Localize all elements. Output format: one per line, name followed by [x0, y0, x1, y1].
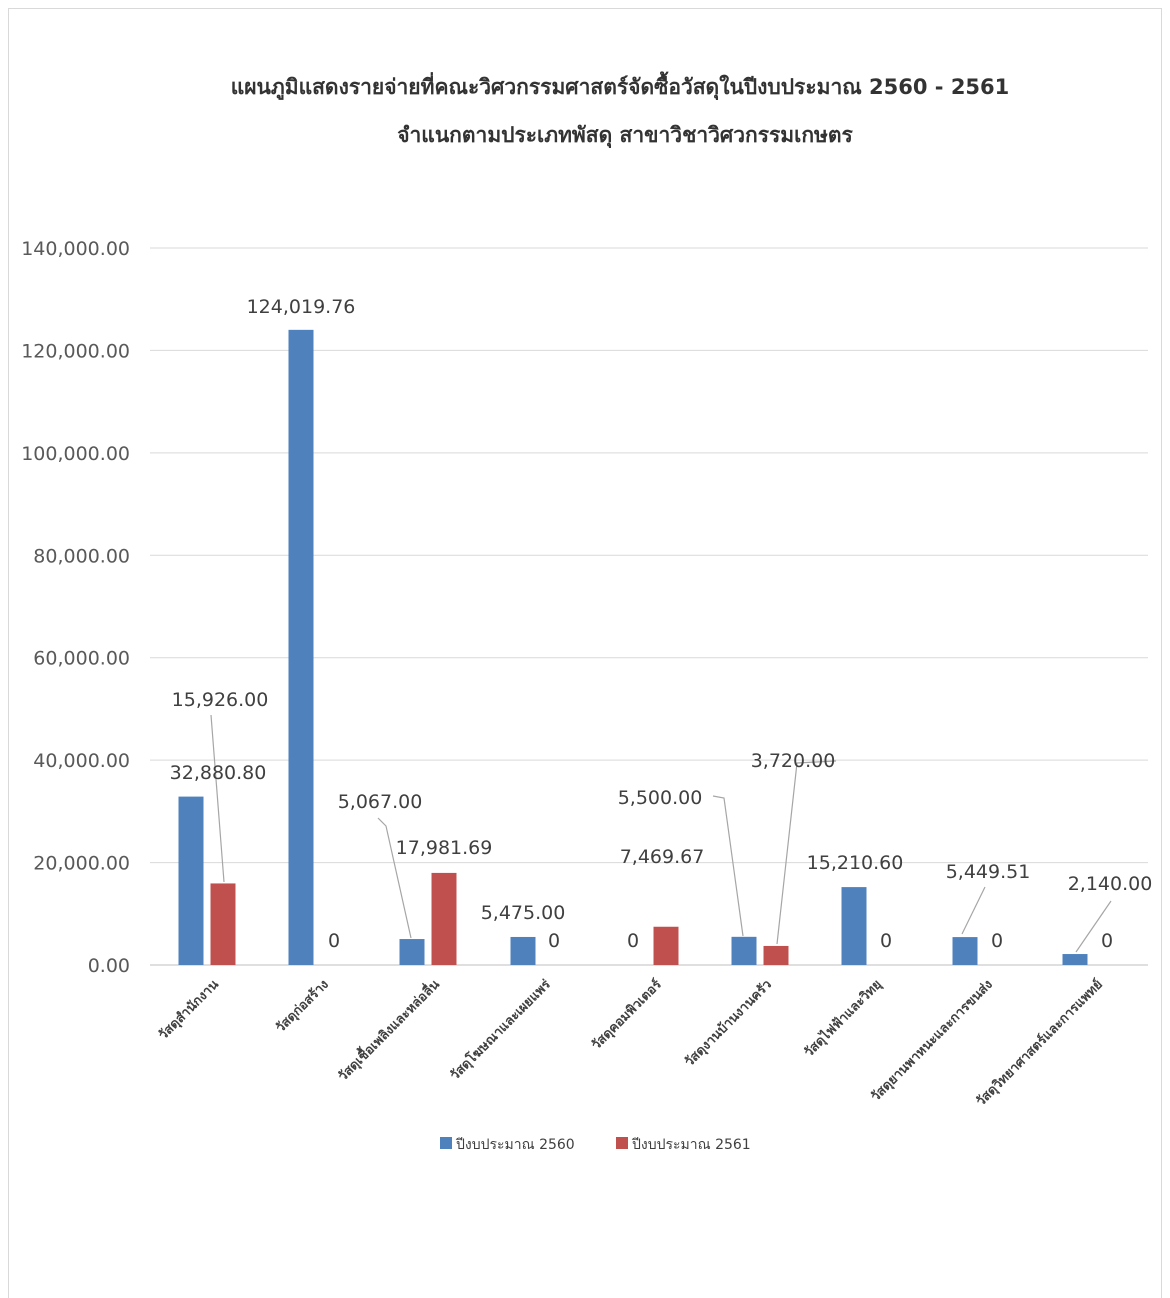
- data-label-2560: 124,019.76: [247, 296, 356, 318]
- data-label-2561: 0: [548, 930, 560, 952]
- legend: ปีงบประมาณ 2560 ปีงบประมาณ 2561: [440, 1137, 751, 1153]
- bar-2560: [288, 329, 314, 965]
- y-tick-label: 60,000.00: [33, 648, 130, 670]
- bar-2560: [841, 887, 867, 965]
- chart-title: แผนภูมิแสดงรายจ่ายที่คณะวิศวกรรมศาสตร์จั…: [231, 71, 1010, 101]
- bar-2561: [653, 926, 679, 965]
- data-label-2561: 15,926.00: [172, 689, 269, 711]
- data-label-2560: 5,449.51: [946, 861, 1031, 883]
- x-tick-label: วัสดุก่อสร้าง: [272, 977, 331, 1036]
- leader-line: [1075, 900, 1112, 953]
- chart-frame: [8, 8, 1162, 1298]
- bar-2560: [510, 936, 536, 965]
- legend-swatch-2560: [440, 1137, 452, 1149]
- gridlines: [150, 247, 1148, 966]
- x-tick-label: วัสดุไฟฟ้าและวิทยุ: [800, 976, 885, 1061]
- legend-label-2561: ปีงบประมาณ 2561: [632, 1137, 751, 1153]
- legend-swatch-2561: [616, 1137, 628, 1149]
- data-label-2560: 2,140.00: [1068, 873, 1153, 895]
- x-tick-label: วัสดุวิทยาศาสตร์และการแพทย์: [973, 977, 1106, 1110]
- y-tick-label: 80,000.00: [33, 545, 130, 567]
- data-label-2560: 5,500.00: [618, 787, 703, 809]
- x-tick-label: วัสดุโฆษณาและเผยแพร่: [446, 976, 554, 1084]
- data-label-2561: 0: [1101, 930, 1113, 952]
- bar-2560: [952, 937, 978, 965]
- y-tick-label: 140,000.00: [21, 238, 130, 260]
- y-tick-label: 120,000.00: [21, 340, 130, 362]
- leader-line: [776, 760, 837, 945]
- bar-2561: [431, 872, 457, 965]
- data-label-2561: 17,981.69: [396, 837, 493, 859]
- x-tick-label: วัสดุยานพาหนะและการขนส่ง: [868, 977, 996, 1105]
- data-label-2561: 0: [328, 930, 340, 952]
- data-label-2560: 0: [627, 930, 639, 952]
- data-label-2561: 0: [880, 930, 892, 952]
- data-label-2561: 3,720.00: [751, 750, 836, 772]
- data-label-2560: 32,880.80: [170, 762, 267, 784]
- bar-2560: [1062, 954, 1088, 965]
- data-label-2560: 15,210.60: [807, 852, 904, 874]
- y-axis-ticks: 0.00 20,000.00 40,000.00 60,000.00 80,000.00…: [21, 238, 130, 977]
- x-tick-label: วัสดุงานบ้านงานครัว: [681, 977, 774, 1070]
- bars: [178, 329, 1088, 965]
- y-tick-label: 40,000.00: [33, 750, 130, 772]
- x-tick-label: วัสดุเชื้อเพลิงและหล่อลื่น: [333, 974, 443, 1084]
- leader-line: [961, 886, 986, 935]
- leader-line: [377, 817, 412, 939]
- y-tick-label: 20,000.00: [33, 853, 130, 875]
- chart-subtitle: จำแนกตามประเภทพัสดุ สาขาวิชาวิศวกรรมเกษต…: [397, 123, 853, 149]
- data-label-2560: 5,475.00: [481, 902, 566, 924]
- x-tick-label: วัสดุคอมพิวเตอร์: [588, 977, 665, 1054]
- bar-2560: [399, 939, 425, 965]
- bar-2560: [731, 936, 757, 965]
- leader-lines: [210, 714, 1112, 953]
- bar-2561: [210, 883, 236, 965]
- x-tick-label: วัสดุสำนักงาน: [155, 976, 222, 1043]
- leader-line: [210, 714, 225, 883]
- y-tick-label: 100,000.00: [21, 443, 130, 465]
- data-label-2561: 7,469.67: [620, 846, 705, 868]
- bar-2561: [763, 945, 789, 965]
- data-labels: 32,880.80 124,019.76 5,067.00 5,475.00 0 5,50…: [170, 296, 1153, 952]
- data-label-2560: 5,067.00: [338, 791, 423, 813]
- x-axis-ticks: วัสดุสำนักงาน วัสดุก่อสร้าง วัสดุเชื้อเพลิ…: [155, 974, 1106, 1109]
- bar-2560: [178, 796, 204, 965]
- y-tick-label: 0.00: [88, 955, 130, 977]
- legend-label-2560: ปีงบประมาณ 2560: [456, 1137, 575, 1153]
- data-label-2561: 0: [991, 930, 1003, 952]
- leader-line: [712, 795, 744, 937]
